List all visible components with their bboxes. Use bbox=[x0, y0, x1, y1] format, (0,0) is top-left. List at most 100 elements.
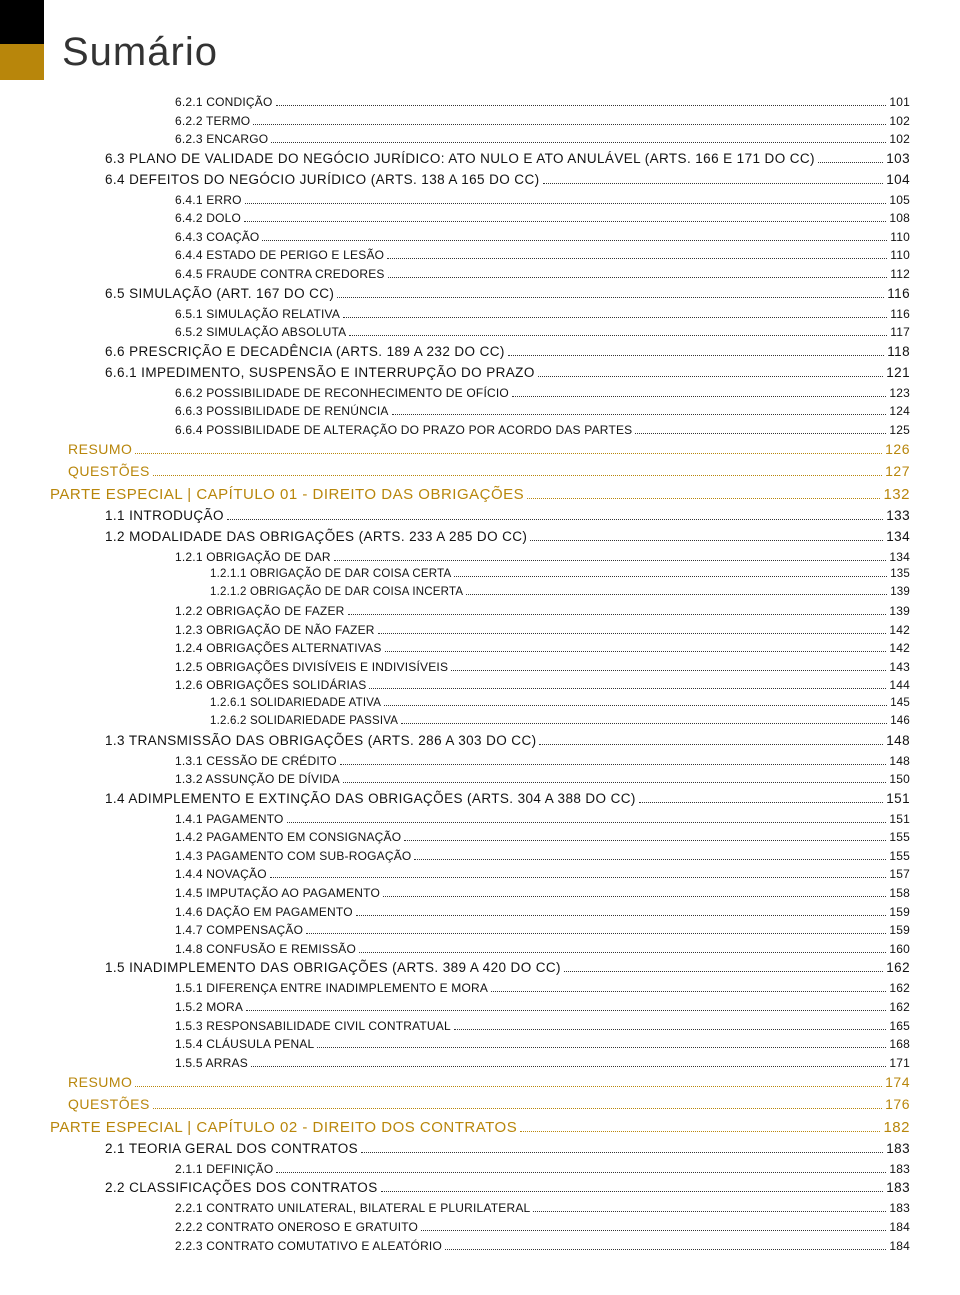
toc-leader-dots bbox=[337, 297, 884, 298]
toc-leader-dots bbox=[276, 105, 887, 106]
toc-entry: 6.5.1 SIMULAÇÃO RELATIVA116 bbox=[175, 305, 910, 324]
toc-entry: PARTE ESPECIAL | CAPÍTULO 02 - DIREITO D… bbox=[50, 1116, 910, 1139]
toc-entry-label: 1.2.6.2 SOLIDARIEDADE PASSIVA bbox=[210, 713, 398, 731]
toc-entry: 6.4.1 ERRO105 bbox=[175, 191, 910, 210]
toc-leader-dots bbox=[512, 396, 886, 397]
toc-leader-dots bbox=[539, 744, 883, 745]
toc-entry-label: 1.3.1 CESSÃO DE CRÉDITO bbox=[175, 752, 337, 771]
toc-entry-label: 2.2.3 CONTRATO COMUTATIVO E ALEATÓRIO bbox=[175, 1237, 442, 1256]
toc-entry-page: 155 bbox=[889, 847, 910, 866]
toc-entry: 2.2.1 CONTRATO UNILATERAL, BILATERAL E P… bbox=[175, 1199, 910, 1218]
toc-entry-label: 1.4.7 COMPENSAÇÃO bbox=[175, 921, 303, 940]
toc-entry-page: 117 bbox=[890, 323, 910, 342]
toc-leader-dots bbox=[383, 896, 886, 897]
toc-entry: 6.2.2 TERMO102 bbox=[175, 112, 910, 131]
toc-entry-page: 132 bbox=[883, 483, 910, 506]
toc-leader-dots bbox=[227, 519, 883, 520]
toc-entry: 1.2.3 OBRIGAÇÃO DE NÃO FAZER142 bbox=[175, 621, 910, 640]
toc-entry-page: 108 bbox=[889, 209, 910, 228]
toc-leader-dots bbox=[454, 576, 887, 577]
toc-entry-page: 139 bbox=[889, 602, 910, 621]
toc-leader-dots bbox=[543, 183, 884, 184]
toc-entry-page: 162 bbox=[889, 998, 910, 1017]
toc-entry-page: 160 bbox=[889, 940, 910, 959]
toc-entry-page: 145 bbox=[890, 695, 910, 713]
toc-leader-dots bbox=[271, 142, 886, 143]
toc-entry: 2.2 CLASSIFICAÇÕES DOS CONTRATOS183 bbox=[105, 1178, 910, 1199]
toc-leader-dots bbox=[287, 822, 887, 823]
toc-entry-label: 6.6.2 POSSIBILIDADE DE RECONHECIMENTO DE… bbox=[175, 384, 509, 403]
corner-black-box bbox=[0, 0, 44, 44]
toc-entry: 1.5.2 MORA162 bbox=[175, 998, 910, 1017]
toc-entry-label: 6.6.3 POSSIBILIDADE DE RENÚNCIA bbox=[175, 402, 389, 421]
toc-entry-label: 1.3.2 ASSUNÇÃO DE DÍVIDA bbox=[175, 770, 340, 789]
toc-entry: 1.4.8 CONFUSÃO E REMISSÃO160 bbox=[175, 940, 910, 959]
toc-leader-dots bbox=[639, 802, 883, 803]
toc-entry: 1.3.1 CESSÃO DE CRÉDITO148 bbox=[175, 752, 910, 771]
toc-leader-dots bbox=[378, 633, 887, 634]
toc-leader-dots bbox=[334, 560, 887, 561]
toc-leader-dots bbox=[818, 162, 883, 163]
toc-entry: 1.4.2 PAGAMENTO EM CONSIGNAÇÃO155 bbox=[175, 828, 910, 847]
toc-entry: 1.4.7 COMPENSAÇÃO159 bbox=[175, 921, 910, 940]
toc-leader-dots bbox=[356, 915, 887, 916]
toc-entry-page: 142 bbox=[889, 639, 910, 658]
toc-entry-label: 6.6 PRESCRIÇÃO E DECADÊNCIA (ARTS. 189 A… bbox=[105, 342, 505, 363]
toc-entry: RESUMO174 bbox=[68, 1072, 910, 1094]
toc-entry-page: 150 bbox=[889, 770, 910, 789]
toc-entry: 6.4.2 DOLO108 bbox=[175, 209, 910, 228]
toc-leader-dots bbox=[270, 877, 887, 878]
toc-entry-page: 159 bbox=[889, 903, 910, 922]
toc-entry: 1.4.4 NOVAÇÃO157 bbox=[175, 865, 910, 884]
toc-entry: RESUMO126 bbox=[68, 439, 910, 461]
toc-entry-page: 168 bbox=[889, 1035, 910, 1054]
toc-entry-label: 6.2.2 TERMO bbox=[175, 112, 250, 131]
toc-leader-dots bbox=[343, 317, 887, 318]
toc-entry-label: 2.2.2 CONTRATO ONEROSO E GRATUITO bbox=[175, 1218, 418, 1237]
toc-entry-page: 148 bbox=[886, 731, 910, 752]
toc-leader-dots bbox=[635, 433, 886, 434]
toc-leader-dots bbox=[508, 355, 884, 356]
toc-entry-page: 146 bbox=[890, 713, 910, 731]
toc-leader-dots bbox=[348, 614, 887, 615]
toc-entry-page: 116 bbox=[887, 284, 910, 305]
toc-entry-label: 6.6.4 POSSIBILIDADE DE ALTERAÇÃO DO PRAZ… bbox=[175, 421, 632, 440]
toc-entry: 1.4 ADIMPLEMENTO E EXTINÇÃO DAS OBRIGAÇÕ… bbox=[105, 789, 910, 810]
toc-leader-dots bbox=[349, 335, 887, 336]
toc-entry-label: 6.4 DEFEITOS DO NEGÓCIO JURÍDICO (ARTS. … bbox=[105, 170, 540, 191]
toc-leader-dots bbox=[384, 705, 887, 706]
toc-entry-label: 1.5.3 RESPONSABILIDADE CIVIL CONTRATUAL bbox=[175, 1017, 451, 1036]
toc-entry-page: 110 bbox=[890, 246, 910, 265]
toc-entry-page: 171 bbox=[889, 1054, 910, 1073]
toc-entry: 1.4.5 IMPUTAÇÃO AO PAGAMENTO 158 bbox=[175, 884, 910, 903]
toc-entry: 1.5.4 CLÁUSULA PENAL168 bbox=[175, 1035, 910, 1054]
toc-leader-dots bbox=[276, 1172, 886, 1173]
toc-entry-label: 1.4.1 PAGAMENTO bbox=[175, 810, 284, 829]
toc-entry-page: 118 bbox=[887, 342, 910, 363]
toc-entry: 6.5 SIMULAÇÃO (ART. 167 DO CC)116 bbox=[105, 284, 910, 305]
toc-entry: 1.2 MODALIDADE DAS OBRIGAÇÕES (ARTS. 233… bbox=[105, 527, 910, 548]
toc-entry-page: 110 bbox=[890, 228, 910, 247]
toc-entry-label: 1.2.1.2 OBRIGAÇÃO DE DAR COISA INCERTA bbox=[210, 584, 463, 602]
toc-entry: 6.4.3 COAÇÃO110 bbox=[175, 228, 910, 247]
toc-entry-label: 1.4.4 NOVAÇÃO bbox=[175, 865, 267, 884]
toc-leader-dots bbox=[404, 840, 886, 841]
toc-entry-label: 1.2.3 OBRIGAÇÃO DE NÃO FAZER bbox=[175, 621, 375, 640]
toc-entry-page: 184 bbox=[889, 1237, 910, 1256]
toc-entry: 1.4.3 PAGAMENTO COM SUB-ROGAÇÃO155 bbox=[175, 847, 910, 866]
toc-entry-label: 1.4.5 IMPUTAÇÃO AO PAGAMENTO bbox=[175, 884, 380, 903]
toc-entry-page: 182 bbox=[883, 1116, 910, 1139]
toc-entry-page: 134 bbox=[889, 548, 910, 567]
toc-entry: 6.6.3 POSSIBILIDADE DE RENÚNCIA124 bbox=[175, 402, 910, 421]
toc-entry-label: 6.4.1 ERRO bbox=[175, 191, 242, 210]
toc-entry-label: 1.2.2 OBRIGAÇÃO DE FAZER bbox=[175, 602, 345, 621]
toc-entry: 2.2.3 CONTRATO COMUTATIVO E ALEATÓRIO 184 bbox=[175, 1237, 910, 1256]
toc-leader-dots bbox=[491, 991, 886, 992]
toc-entry: 1.4.1 PAGAMENTO151 bbox=[175, 810, 910, 829]
toc-entry-page: 112 bbox=[890, 265, 910, 284]
toc-entry-page: 158 bbox=[889, 884, 910, 903]
toc-entry: 1.2.6.2 SOLIDARIEDADE PASSIVA 146 bbox=[210, 713, 910, 731]
toc-entry-label: RESUMO bbox=[68, 439, 132, 461]
toc-entry: 1.3 TRANSMISSÃO DAS OBRIGAÇÕES (ARTS. 28… bbox=[105, 731, 910, 752]
toc-leader-dots bbox=[564, 971, 883, 972]
